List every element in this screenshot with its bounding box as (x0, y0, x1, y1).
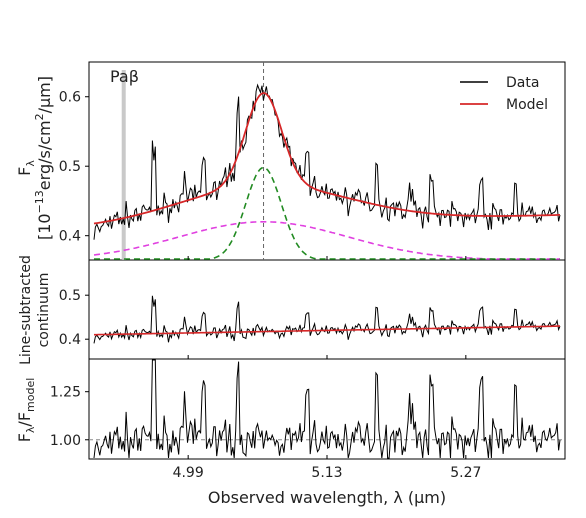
top-panel-frame (88, 61, 566, 261)
middle-plot-area (93, 295, 561, 344)
continuum-fit-line (94, 325, 560, 336)
y-tick-label: 0.5 (59, 288, 81, 304)
pa-beta-marker (121, 70, 126, 260)
top-ylabel-units: [10−13erg/s/cm2/μm] (33, 76, 54, 240)
top-plot-area (93, 62, 561, 260)
legend: Data Model (460, 75, 548, 113)
y-tick-label: 0.4 (59, 229, 81, 245)
y-tick-label: 1.25 (50, 385, 81, 401)
legend-data-label: Data (506, 75, 539, 91)
legend-model-label: Model (506, 97, 548, 113)
bottom-y-ticks: 1.00 1.25 (50, 385, 89, 449)
y-tick-label: 0.4 (59, 332, 81, 348)
top-y-ticks: 0.4 0.5 0.6 (59, 90, 89, 245)
x-axis-label: Observed wavelength, λ (μm) (208, 488, 446, 507)
narrow-component-line (94, 166, 560, 260)
ratio-data-line (93, 359, 561, 459)
data-spectrum-line (93, 83, 561, 240)
x-tick-label: 5.27 (450, 465, 481, 481)
middle-ylabel-line2: continuum (36, 273, 52, 348)
broad-component-line (93, 221, 560, 260)
middle-ylabel-line1: Line-subtracted (18, 255, 34, 365)
y-tick-label: 0.6 (59, 90, 81, 106)
bottom-ylabel: Fλ/Fmodel (15, 378, 37, 443)
line-subtracted-data-line (93, 295, 561, 344)
bottom-plot-area (89, 359, 565, 459)
top-ylabel: Fλ (15, 160, 37, 176)
y-tick-label: 1.00 (50, 433, 81, 449)
x-tick-label: 4.99 (173, 465, 204, 481)
model-line (93, 92, 560, 225)
y-tick-label: 0.5 (59, 159, 81, 175)
x-tick-label: 5.13 (311, 465, 342, 481)
middle-y-ticks: 0.4 0.5 (59, 288, 89, 348)
pa-beta-annotation: Paβ (110, 67, 139, 86)
middle-panel-frame (88, 259, 566, 360)
x-ticks: 4.99 5.13 5.27 (173, 256, 481, 481)
